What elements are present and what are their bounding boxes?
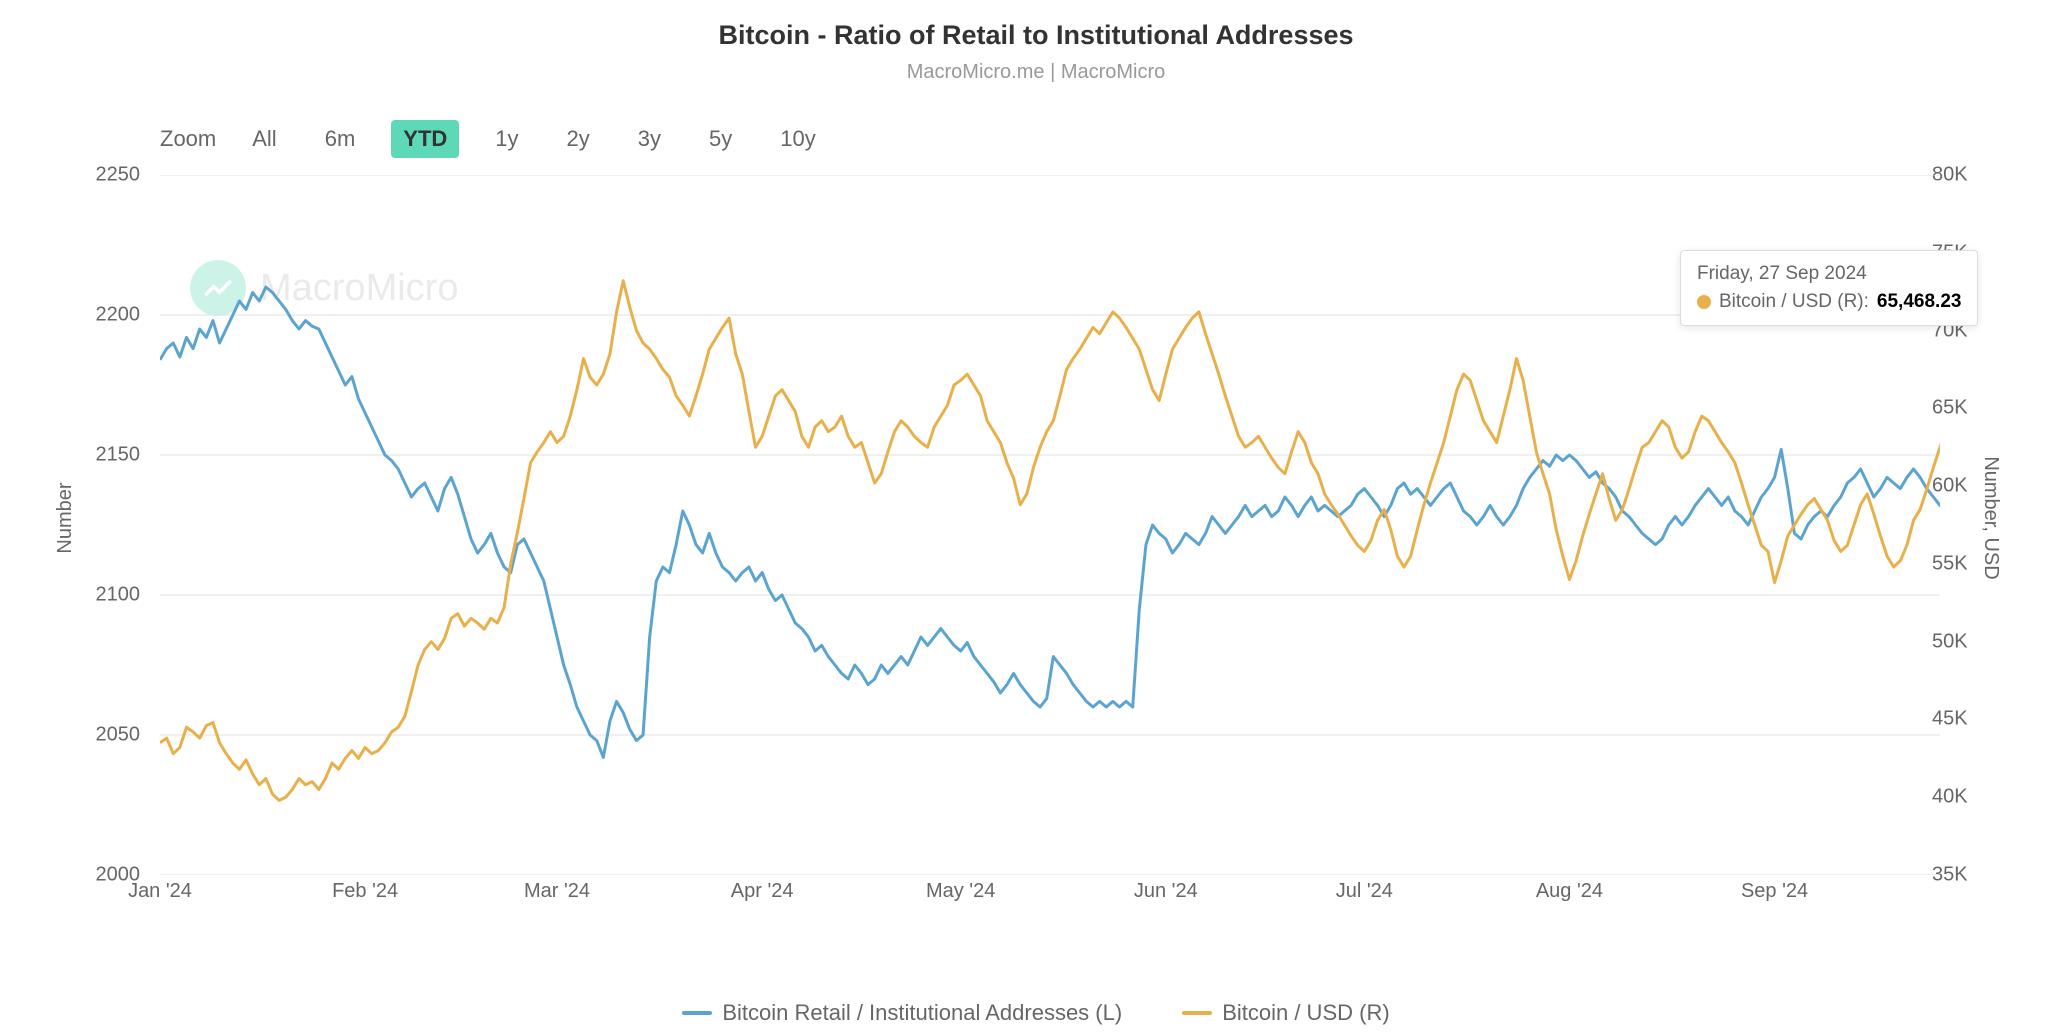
y-axis-right-label: Number, USD	[1979, 456, 2002, 579]
zoom-btn-6m[interactable]: 6m	[313, 120, 368, 158]
zoom-btn-2y[interactable]: 2y	[555, 120, 602, 158]
y-tick-left: 2100	[96, 584, 141, 607]
y-tick-left: 2050	[96, 724, 141, 747]
legend: Bitcoin Retail / Institutional Addresses…	[0, 1000, 2072, 1026]
x-axis: Jan '24Feb '24Mar '24Apr '24May '24Jun '…	[160, 880, 1940, 920]
zoom-bar: Zoom All 6m YTD 1y 2y 3y 5y 10y	[160, 120, 828, 158]
x-tick: Aug '24	[1536, 880, 1603, 903]
tooltip: Friday, 27 Sep 2024 Bitcoin / USD (R): 6…	[1680, 250, 1978, 326]
legend-swatch-icon	[1182, 1011, 1212, 1015]
y-tick-left: 2150	[96, 444, 141, 467]
tooltip-row: Bitcoin / USD (R): 65,468.23	[1697, 291, 1961, 313]
chart-container: Bitcoin - Ratio of Retail to Institution…	[0, 0, 2072, 1036]
plot-area[interactable]	[160, 175, 1940, 875]
lines-svg	[160, 175, 1940, 875]
y-axis-left-label: Number	[54, 482, 77, 553]
y-tick-left: 2250	[96, 164, 141, 187]
x-tick: Sep '24	[1741, 880, 1808, 903]
chart-subtitle: MacroMicro.me | MacroMicro	[0, 51, 2072, 84]
zoom-btn-3y[interactable]: 3y	[626, 120, 673, 158]
tooltip-series-label: Bitcoin / USD (R):	[1719, 291, 1869, 313]
x-tick: Apr '24	[731, 880, 794, 903]
x-tick: Jan '24	[128, 880, 192, 903]
y-axis-left: 200020502100215022002250	[70, 175, 150, 875]
zoom-btn-5y[interactable]: 5y	[697, 120, 744, 158]
zoom-btn-all[interactable]: All	[240, 120, 288, 158]
zoom-btn-10y[interactable]: 10y	[768, 120, 827, 158]
legend-item[interactable]: Bitcoin / USD (R)	[1182, 1000, 1389, 1026]
x-tick: May '24	[926, 880, 995, 903]
legend-item[interactable]: Bitcoin Retail / Institutional Addresses…	[682, 1000, 1122, 1026]
tooltip-dot-icon	[1697, 295, 1711, 309]
x-tick: Feb '24	[332, 880, 398, 903]
zoom-label: Zoom	[160, 126, 216, 152]
zoom-btn-ytd[interactable]: YTD	[391, 120, 459, 158]
tooltip-date: Friday, 27 Sep 2024	[1697, 263, 1961, 285]
y-tick-left: 2200	[96, 304, 141, 327]
legend-label: Bitcoin / USD (R)	[1222, 1000, 1389, 1026]
chart-title: Bitcoin - Ratio of Retail to Institution…	[0, 0, 2072, 51]
x-tick: Jul '24	[1336, 880, 1393, 903]
x-tick: Mar '24	[524, 880, 590, 903]
legend-swatch-icon	[682, 1011, 712, 1015]
zoom-options: All 6m YTD 1y 2y 3y 5y 10y	[240, 120, 828, 158]
zoom-btn-1y[interactable]: 1y	[483, 120, 530, 158]
x-tick: Jun '24	[1134, 880, 1198, 903]
tooltip-value: 65,468.23	[1877, 291, 1962, 313]
legend-label: Bitcoin Retail / Institutional Addresses…	[722, 1000, 1122, 1026]
